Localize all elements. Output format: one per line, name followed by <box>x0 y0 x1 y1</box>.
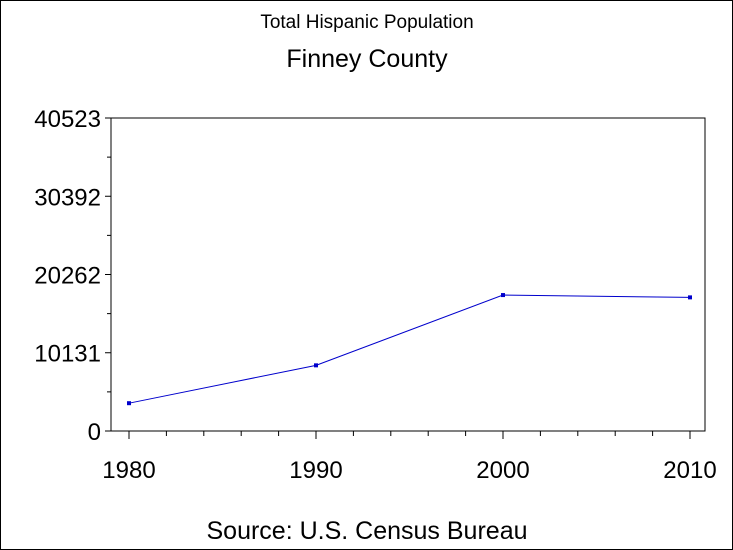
data-point <box>688 295 692 300</box>
series-line <box>128 294 691 404</box>
y-tick-label: 10131 <box>34 341 101 368</box>
plot-area <box>110 117 706 432</box>
chart-subtitle: Total Hispanic Population <box>260 12 473 33</box>
x-tick-label: 1990 <box>289 457 342 484</box>
chart-title: Finney County <box>286 45 448 73</box>
series-layer <box>127 293 692 406</box>
x-tick-label: 2010 <box>663 457 716 484</box>
y-tick-label: 20262 <box>34 262 101 289</box>
y-axis: 0 10131 20262 30392 40523 <box>34 106 111 446</box>
source-note: Source: U.S. Census Bureau <box>207 517 528 545</box>
y-tick-label: 30392 <box>34 184 101 211</box>
x-tick-label: 1980 <box>102 457 155 484</box>
data-point <box>127 401 131 406</box>
y-tick-label: 0 <box>88 419 101 446</box>
data-point <box>501 293 505 298</box>
y-tick-label: 40523 <box>34 106 101 133</box>
x-axis: 1980 1990 2000 2010 <box>102 431 717 484</box>
data-point <box>314 363 318 368</box>
x-tick-label: 2000 <box>476 457 529 484</box>
